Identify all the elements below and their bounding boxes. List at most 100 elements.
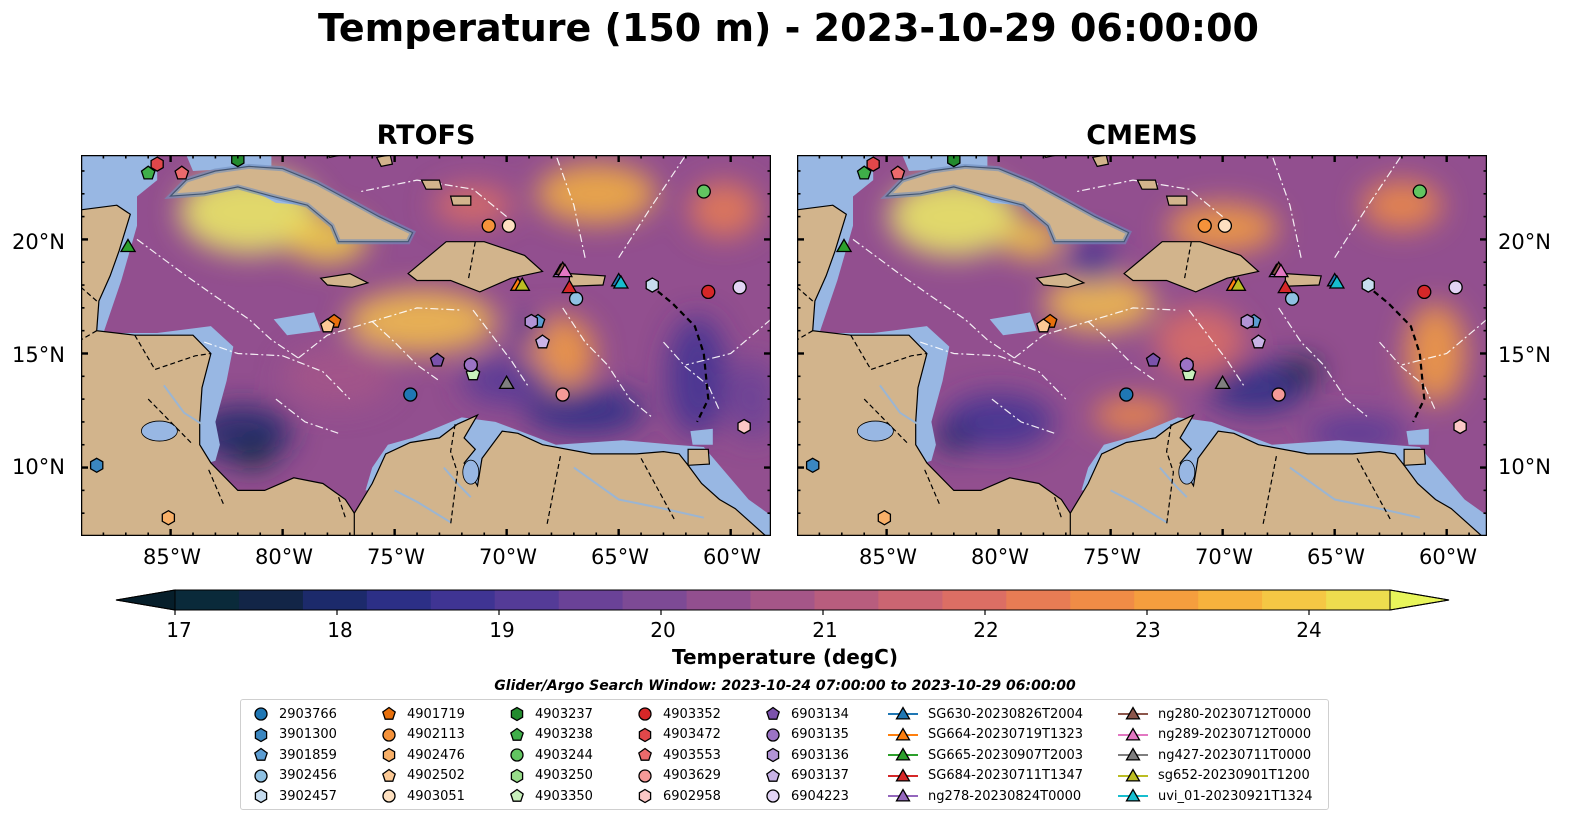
legend-marker [254, 747, 268, 761]
legend-symbol [766, 706, 780, 720]
land-bahamas4 [449, 195, 472, 206]
temperature-anomaly [433, 185, 514, 226]
legend-item: 3902457 [251, 786, 337, 806]
colorbar-segment [622, 590, 688, 610]
obs-4903244 [1412, 184, 1427, 199]
temperature-anomaly [1281, 357, 1322, 386]
obs-ng427-20230711T0000 [1214, 374, 1231, 390]
colorbar-segment [558, 590, 624, 610]
legend-item: 3901859 [251, 745, 337, 765]
obs-6903136 [1240, 313, 1255, 330]
eez-boundary [371, 321, 440, 382]
lat-label-left-15: 15°N [12, 343, 65, 367]
obs-4903238 [856, 165, 872, 180]
colorbar-tick: 22 [973, 618, 999, 642]
figure-title: Temperature (150 m) - 2023-10-29 06:00:0… [317, 6, 1259, 50]
colorbar-segment [494, 590, 560, 610]
temperature-anomaly [283, 346, 394, 407]
obs-4903051 [1217, 218, 1233, 233]
colorbar-tick: 20 [650, 618, 676, 642]
lon-label-right-80: 80°W [971, 545, 1029, 569]
country-border [134, 334, 211, 371]
legend-marker [382, 768, 396, 782]
legend-marker [1118, 726, 1148, 741]
eez-boundary [275, 398, 339, 434]
colorbar-segment [1326, 590, 1391, 610]
country-border [863, 398, 910, 446]
colorbar-segment [430, 590, 496, 610]
country-border [924, 469, 941, 507]
legend-symbol [766, 727, 780, 742]
obs-4902476 [161, 509, 176, 526]
obs-SG684-20230711T1347 [1277, 279, 1294, 294]
obs-4903472 [866, 156, 880, 172]
land-trinidad [687, 448, 711, 466]
colorbar-tick: 24 [1296, 618, 1322, 642]
country-border [147, 398, 194, 446]
river [1289, 466, 1421, 519]
legend-item: ng280-20230712T0000 [1116, 704, 1311, 724]
legend-symbol [766, 747, 780, 763]
legend-marker [382, 727, 396, 742]
legend-label: 4903352 [663, 706, 721, 722]
legend-symbol [382, 768, 396, 782]
obs-sg652-20230901T1200 [514, 276, 531, 291]
colorbar-segment [942, 590, 1007, 610]
eez-boundary [991, 398, 1055, 434]
legend-item: sg652-20230901T1200 [1116, 766, 1310, 786]
country-border [81, 330, 98, 341]
legend-label: sg652-20230901T1200 [1158, 768, 1310, 783]
legend-label: ng280-20230712T0000 [1158, 706, 1312, 722]
legend-marker [888, 726, 918, 741]
eez-boundary [204, 341, 351, 400]
obs-6903134 [429, 352, 445, 367]
legend-marker [638, 768, 652, 783]
land-hispaniola [1123, 241, 1260, 293]
eez-boundary [360, 179, 507, 218]
eez-boundary [1013, 307, 1178, 359]
temperature-anomaly [1067, 240, 1118, 285]
legend-marker [254, 768, 268, 783]
lon-label-left-70: 70°W [479, 545, 537, 569]
obs-4903352 [1417, 284, 1432, 300]
lake [857, 420, 894, 442]
river [163, 384, 203, 426]
land-trinidad [1403, 448, 1427, 466]
legend-symbol [382, 789, 396, 803]
legend-marker [766, 747, 780, 763]
temperature-anomaly [1093, 397, 1174, 434]
legend-item: 3901300 [251, 725, 337, 745]
shallow-shelf [989, 312, 1037, 336]
temperature-anomaly [933, 423, 974, 452]
colorbar-tick: 17 [166, 618, 192, 642]
legend-item: 6902958 [635, 786, 721, 806]
obs-uvi_01-20230921T1324 [1328, 274, 1346, 289]
land-bahamas3 [1136, 179, 1159, 190]
legend-marker [638, 727, 652, 742]
legend-item: uvi_01-20230921T1324 [1116, 786, 1312, 806]
obs-3902457 [645, 277, 659, 293]
panel-title-cmems: CMEMS [1086, 120, 1198, 151]
eez-boundary [1401, 318, 1487, 366]
legend-item: 4903051 [379, 786, 465, 806]
legend-item: 6903137 [763, 766, 849, 786]
eez-boundary [1334, 155, 1403, 259]
obs-4903238 [140, 165, 156, 180]
legend-label: 6902958 [663, 788, 721, 804]
temperature-anomaly [1044, 275, 1155, 332]
colorbar-over-arrow [1389, 589, 1450, 611]
cuba-shelf-outline [164, 163, 416, 245]
obs-ng427-20230711T0000 [498, 374, 515, 390]
lon-label-left-75: 75°W [367, 545, 425, 569]
eez-boundary [136, 238, 299, 359]
legend-item: 4903350 [507, 786, 593, 806]
legend-symbol [382, 706, 396, 720]
legend-label: 4902502 [407, 768, 465, 783]
eez-boundary [472, 309, 530, 389]
legend-marker [1118, 788, 1148, 802]
legend-symbol [895, 788, 911, 802]
obs-4903244 [696, 184, 711, 199]
colorbar-segment [1070, 590, 1135, 610]
legend-item: 4903553 [635, 745, 721, 765]
colorbar-segment [175, 590, 240, 610]
